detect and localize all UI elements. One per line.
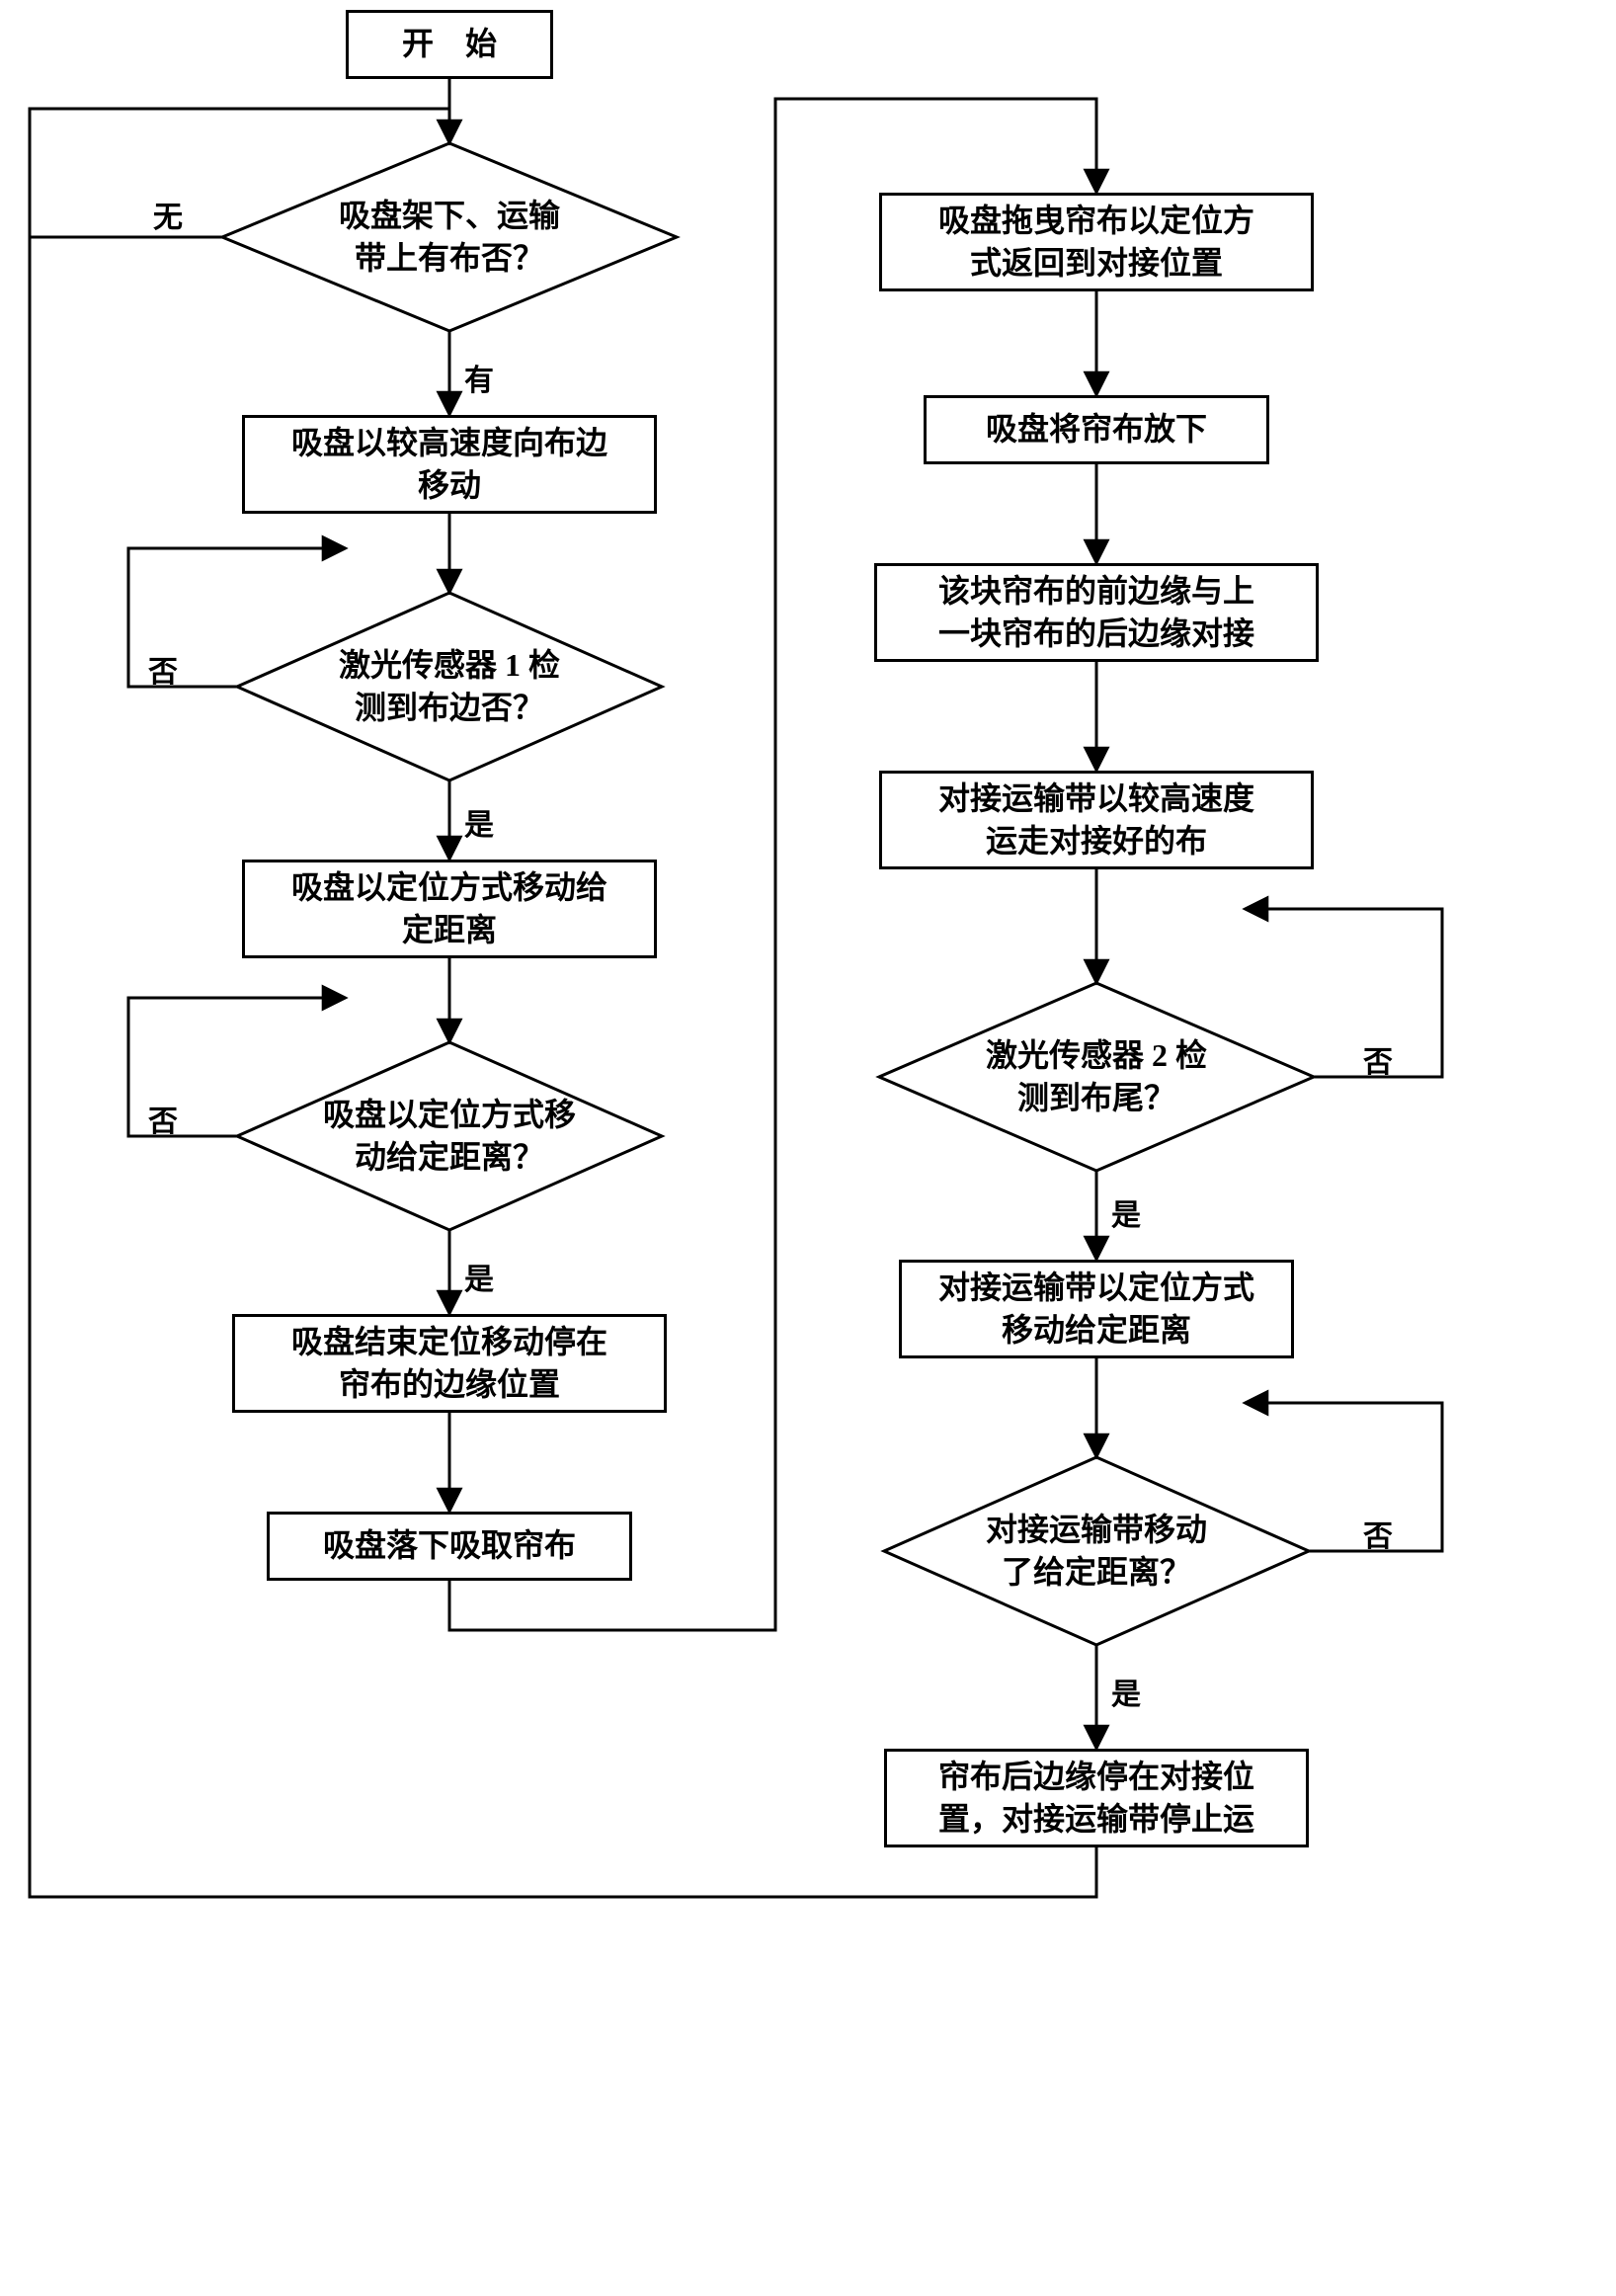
edge-label-d4_no: 否: [1363, 1037, 1393, 1081]
edge-label-d5_yes: 是: [1111, 1670, 1141, 1713]
process-p5: 吸盘拖曳帘布以定位方式返回到对接位置: [879, 193, 1314, 291]
edge-label-d3_no: 否: [148, 1097, 178, 1140]
flow-edge: [1245, 1403, 1442, 1551]
flow-edge: [30, 109, 222, 237]
process-p3: 吸盘结束定位移动停在帘布的边缘位置: [232, 1314, 667, 1413]
node-text: 开 始: [402, 23, 497, 65]
decision-d1: [222, 143, 677, 331]
node-text: 吸盘以定位方式移动给定距离: [291, 866, 607, 951]
decision-d5: [884, 1457, 1309, 1645]
process-p9: 对接运输带以定位方式移动给定距离: [899, 1260, 1294, 1358]
edge-label-d5_no: 否: [1363, 1512, 1393, 1555]
process-p10: 帘布后边缘停在对接位置，对接运输带停止运: [884, 1749, 1309, 1847]
node-text: 吸盘拖曳帘布以定位方式返回到对接位置: [938, 200, 1254, 285]
edge-label-d3_yes: 是: [464, 1255, 494, 1298]
process-start: 开 始: [346, 10, 553, 79]
process-p4: 吸盘落下吸取帘布: [267, 1512, 632, 1581]
process-p7: 该块帘布的前边缘与上一块帘布的后边缘对接: [874, 563, 1319, 662]
node-text: 吸盘将帘布放下: [986, 408, 1207, 451]
decision-d4: [879, 983, 1314, 1171]
edge-label-d2_yes: 是: [464, 800, 494, 844]
decision-d2: [237, 593, 662, 780]
flowchart-canvas: [0, 0, 1616, 2296]
node-text: 对接运输带以定位方式移动给定距离: [938, 1267, 1254, 1352]
edge-label-d1_no: 无: [153, 193, 183, 236]
process-p8: 对接运输带以较高速度运走对接好的布: [879, 771, 1314, 869]
process-p1: 吸盘以较高速度向布边移动: [242, 415, 657, 514]
process-p6: 吸盘将帘布放下: [924, 395, 1269, 464]
edge-label-d2_no: 否: [148, 647, 178, 691]
node-text: 吸盘落下吸取帘布: [323, 1524, 576, 1567]
edge-label-d1_yes: 有: [464, 356, 494, 399]
flow-edge: [1245, 909, 1442, 1077]
node-text: 帘布后边缘停在对接位置，对接运输带停止运: [938, 1756, 1254, 1841]
node-text: 吸盘结束定位移动停在帘布的边缘位置: [291, 1321, 607, 1406]
node-text: 吸盘以较高速度向布边移动: [291, 422, 607, 507]
edge-label-d4_yes: 是: [1111, 1190, 1141, 1234]
node-text: 对接运输带以较高速度运走对接好的布: [938, 778, 1254, 862]
decision-d3: [237, 1042, 662, 1230]
node-text: 该块帘布的前边缘与上一块帘布的后边缘对接: [938, 570, 1254, 655]
process-p2: 吸盘以定位方式移动给定距离: [242, 860, 657, 958]
